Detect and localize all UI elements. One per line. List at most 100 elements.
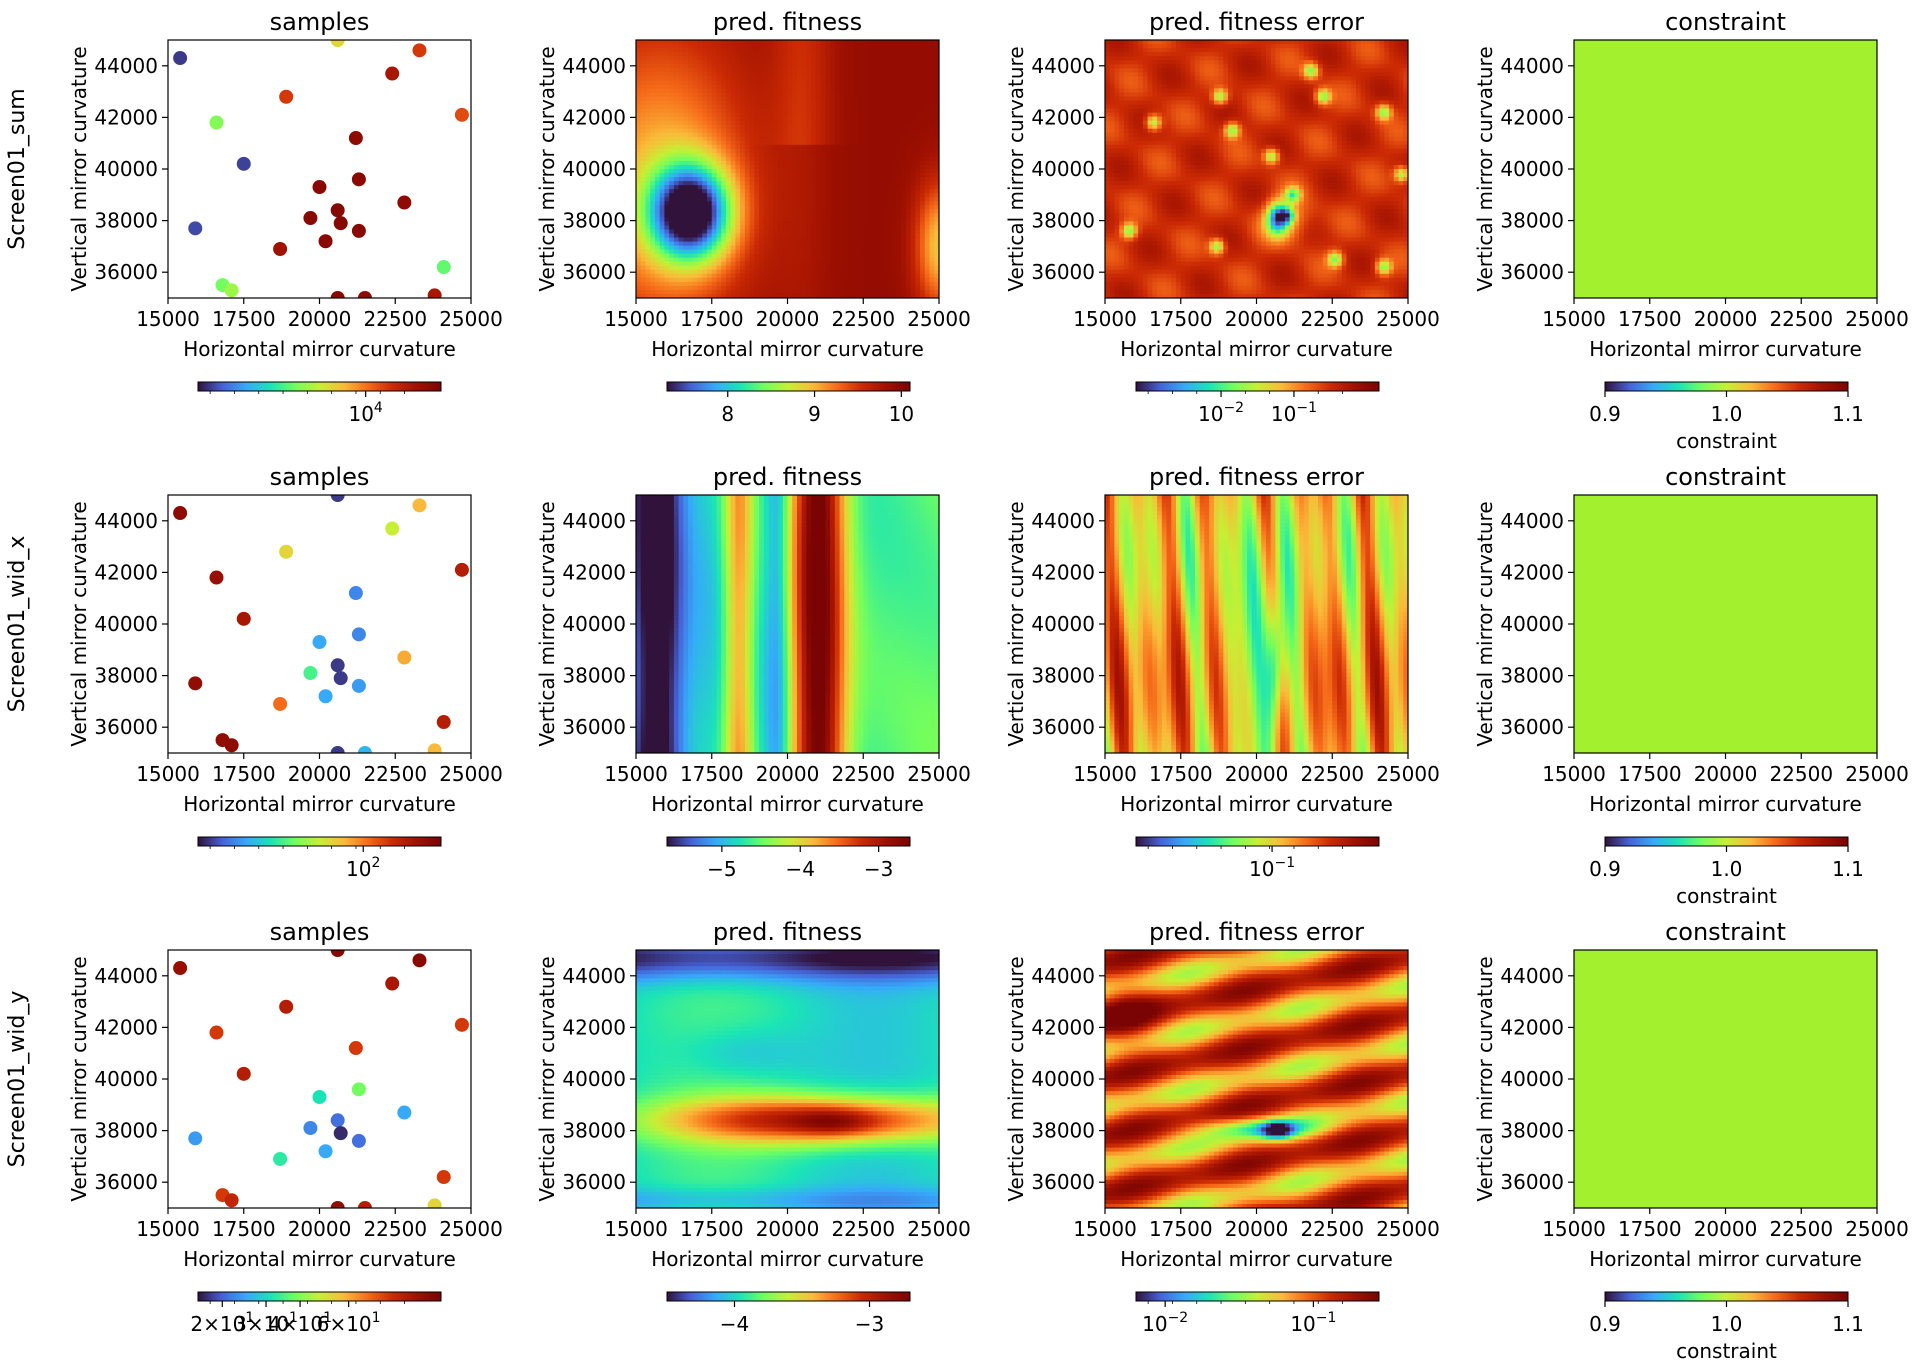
x-axis-label: Horizontal mirror curvature [183,337,456,361]
scatter-point [333,1126,348,1141]
scatter-point [188,221,203,236]
x-tick-label: 20000 [1694,307,1758,331]
y-tick-label: 44000 [94,964,158,988]
scatter-point [303,666,318,681]
x-tick-label: 22500 [1769,307,1833,331]
panel: pred. fitness error 15000 17500 20000 22500 2… [1004,463,1440,881]
panel: pred. fitness error 15000 17500 20000 22500 2… [1004,8,1440,426]
x-axis-label: Horizontal mirror curvature [183,792,456,816]
y-tick-label: 36000 [562,260,626,284]
x-tick-label: 25000 [439,1217,503,1241]
x-tick-label: 25000 [1845,762,1909,786]
scatter-point [351,1082,366,1097]
row-label: Screen01_sum [5,88,30,249]
y-tick-label: 42000 [562,560,626,584]
x-tick-label: 15000 [136,1217,200,1241]
scatter-point [303,211,318,226]
panel-title: samples [270,463,370,491]
y-tick-label: 40000 [562,612,626,636]
x-tick-label: 22500 [1300,307,1364,331]
scatter-point [412,43,427,58]
y-axis-label: Vertical mirror curvature [67,956,91,1201]
y-tick-label: 36000 [94,715,158,739]
panel-title: pred. fitness error [1149,918,1364,946]
scatter-point [330,1201,345,1208]
colorbar-tick-label: 10−2 [1198,400,1244,426]
y-tick-label: 40000 [1500,157,1564,181]
heatmap-surface [1105,950,1408,1208]
colorbar: −5 −4 −3 [666,836,911,881]
heatmap-surface [1105,40,1408,298]
colorbar-tick-label: −4 [786,857,815,881]
scatter-point [385,521,400,536]
y-axis-label: Vertical mirror curvature [535,501,559,746]
y-tick-label: 44000 [1031,54,1095,78]
y-axis-label: Vertical mirror curvature [1004,46,1028,291]
y-tick-label: 44000 [562,54,626,78]
x-tick-label: 17500 [1618,1217,1682,1241]
x-tick-label: 15000 [1542,307,1606,331]
scatter-point [330,495,345,502]
scatter-point [279,544,294,559]
x-tick-label: 22500 [831,762,895,786]
scatter-point [330,1113,345,1128]
panel: pred. fitness 15000 17500 20000 22500 25000 36… [535,463,971,881]
scatter-point [412,498,427,513]
y-tick-label: 42000 [1031,1015,1095,1039]
plot-area [1105,495,1408,753]
scatter-point [436,1170,451,1185]
y-tick-label: 38000 [562,664,626,688]
y-tick-label: 42000 [1031,105,1095,129]
scatter-point [427,1198,442,1208]
y-tick-label: 40000 [94,1067,158,1091]
x-tick-label: 25000 [1376,307,1440,331]
y-tick-label: 42000 [94,560,158,584]
x-tick-label: 22500 [1769,1217,1833,1241]
y-tick-label: 42000 [1500,560,1564,584]
y-tick-label: 44000 [1031,964,1095,988]
x-tick-label: 15000 [604,1217,668,1241]
y-tick-label: 36000 [94,1170,158,1194]
row-label: Screen01_wid_x [5,536,30,713]
constraint-surface [1574,950,1877,1208]
y-tick-label: 44000 [1031,509,1095,533]
scatter-point [427,288,442,298]
colorbar-tick-label: 10−2 [1142,1310,1188,1336]
y-tick-label: 36000 [1031,715,1095,739]
x-tick-label: 20000 [1225,762,1289,786]
x-axis-label: Horizontal mirror curvature [651,792,924,816]
heatmap-surface [636,950,939,1208]
x-tick-label: 25000 [907,762,971,786]
plot-area [1574,495,1877,753]
scatter-point [224,738,239,753]
x-tick-label: 17500 [212,1217,276,1241]
scatter-point [312,180,327,195]
scatter-point [303,1121,318,1136]
y-tick-label: 38000 [1500,209,1564,233]
plot-area [1574,950,1877,1208]
scatter-point [312,635,327,650]
plot-area [636,40,939,298]
scatter-point [330,950,345,957]
colorbar-tick-label: 1.1 [1832,857,1864,881]
heatmap-surface [636,495,939,753]
scatter-point [209,1025,224,1040]
y-tick-label: 44000 [562,509,626,533]
plot-area [168,40,471,298]
y-axis-label: Vertical mirror curvature [535,956,559,1201]
scatter-point [333,216,348,231]
x-tick-label: 25000 [907,1217,971,1241]
colorbar: 0.9 1.0 1.1 constraint [1589,836,1864,908]
scatter-point [188,1131,203,1146]
x-tick-label: 22500 [363,1217,427,1241]
scatter-point [351,627,366,642]
panel: samples 15000 17500 20000 22500 25000 36000 380… [67,918,503,1336]
x-tick-label: 15000 [1073,1217,1137,1241]
plot-area [1574,40,1877,298]
colorbar: 10−2 10−1 [1135,1291,1380,1336]
x-tick-label: 25000 [1376,1217,1440,1241]
scatter-point [173,961,188,976]
plot-area [168,950,471,1208]
scatter-point [224,283,239,298]
